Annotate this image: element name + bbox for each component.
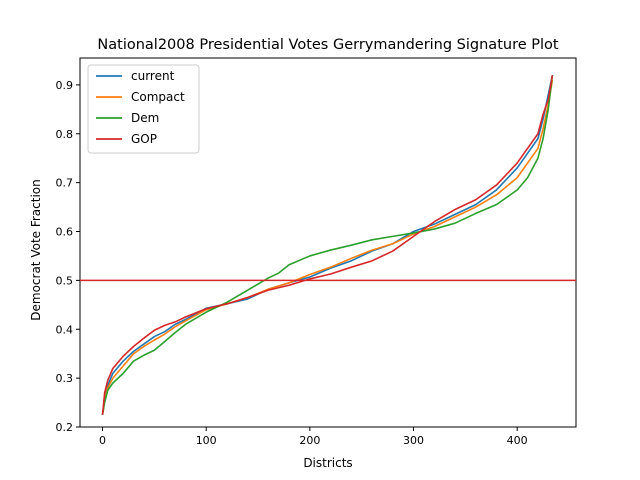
x-tick-label: 0: [99, 434, 106, 447]
x-tick-label: 100: [196, 434, 217, 447]
legend-label: Compact: [131, 90, 185, 104]
series-line-dem: [101, 75, 554, 415]
y-tick-label: 0.9: [56, 79, 74, 92]
legend-label: GOP: [131, 132, 157, 146]
legend: current Compact Dem GOP: [87, 64, 200, 154]
chart-title: National2008 Presidential Votes Gerryman…: [97, 37, 558, 53]
legend-label: current: [131, 69, 175, 83]
y-axis-label: Democrat Vote Fraction: [29, 179, 43, 320]
plot-area: 0 100 200 300 400 0.2 0.3 0.4 0.5 0.6 0.7 0.8 0.9: [56, 57, 577, 447]
y-tick-label: 0.2: [56, 421, 74, 434]
x-tick-label: 300: [403, 434, 424, 447]
x-axis-label: Districts: [303, 456, 352, 470]
y-tick-label: 0.5: [56, 274, 74, 287]
axes-frame: [79, 57, 577, 428]
y-tick-label: 0.3: [56, 372, 74, 385]
y-tick-label: 0.8: [56, 128, 74, 141]
x-tick-label: 400: [507, 434, 528, 447]
x-tick-label: 200: [299, 434, 320, 447]
legend-label: Dem: [131, 111, 159, 125]
y-tick-label: 0.4: [56, 323, 74, 336]
series-line-gop: [101, 74, 554, 415]
legend-box: [87, 64, 200, 154]
y-tick-label: 0.6: [56, 226, 74, 239]
y-tick-label: 0.7: [56, 177, 74, 190]
series-line-compact: [101, 79, 554, 415]
